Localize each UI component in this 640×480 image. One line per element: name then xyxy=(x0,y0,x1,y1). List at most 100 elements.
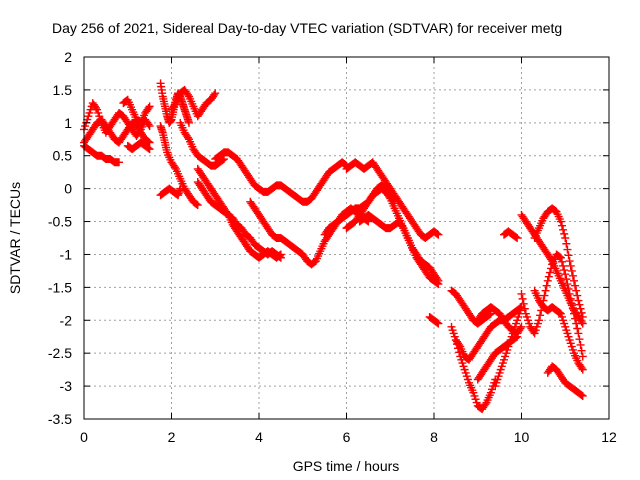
data-point xyxy=(434,276,443,285)
chart-title: Day 256 of 2021, Sidereal Day-to-day VTE… xyxy=(52,20,562,36)
data-point xyxy=(433,275,442,284)
data-point xyxy=(185,118,193,127)
data-point xyxy=(560,229,569,238)
data-point xyxy=(535,316,543,325)
data-point xyxy=(145,122,154,131)
data-point xyxy=(560,266,569,275)
series-trace-25 xyxy=(491,303,526,391)
y-tick-label: 1 xyxy=(64,115,72,131)
data-point xyxy=(275,252,284,261)
data-point xyxy=(561,234,570,242)
data-point xyxy=(572,286,581,295)
data-point xyxy=(564,285,573,294)
series-trace-28 xyxy=(530,204,587,321)
data-point xyxy=(577,308,586,317)
data-point xyxy=(517,289,526,298)
data-point xyxy=(433,318,442,327)
x-tick-label: 4 xyxy=(255,429,263,445)
data-point xyxy=(556,253,565,262)
data-point xyxy=(562,239,571,248)
data-point xyxy=(211,89,220,98)
x-tick-label: 0 xyxy=(80,429,88,445)
data-point xyxy=(513,234,522,242)
series-trace-29 xyxy=(517,250,587,361)
grid-lines xyxy=(84,57,609,419)
data-point xyxy=(170,163,179,172)
data-point xyxy=(434,230,443,239)
data-point xyxy=(545,268,554,277)
series-trace-31 xyxy=(543,362,587,400)
x-tick-label: 10 xyxy=(514,429,530,445)
y-tick-label: 0 xyxy=(64,181,72,197)
data-point xyxy=(512,233,521,242)
data-point xyxy=(561,270,570,279)
data-point xyxy=(575,335,584,344)
data-point xyxy=(559,225,568,234)
data-point xyxy=(519,299,528,308)
data-point xyxy=(577,346,586,355)
data-point xyxy=(566,294,575,303)
series-trace-10 xyxy=(176,118,228,170)
series-trace-3 xyxy=(80,141,123,167)
data-point xyxy=(563,280,572,289)
series-trace-26 xyxy=(500,227,522,242)
data-point xyxy=(576,304,585,313)
x-tick-label: 2 xyxy=(168,429,176,445)
data-point xyxy=(433,229,442,238)
series-trace-5 xyxy=(123,138,154,154)
data-point xyxy=(144,104,153,113)
data-point xyxy=(566,261,575,270)
data-point xyxy=(555,252,564,261)
data-point xyxy=(540,291,549,300)
series-trace-13 xyxy=(211,148,351,206)
data-point xyxy=(390,197,399,206)
data-point xyxy=(115,158,123,167)
data-point xyxy=(576,340,585,349)
y-tick-label: -1 xyxy=(60,246,73,262)
data-point xyxy=(557,257,566,266)
y-tick-label: 0.5 xyxy=(53,148,73,164)
y-tick-label: 1.5 xyxy=(53,82,73,98)
data-point xyxy=(176,184,185,193)
data-point xyxy=(541,286,550,295)
y-tick-label: -2.5 xyxy=(48,345,72,361)
data-point xyxy=(577,317,586,326)
series-trace-11 xyxy=(193,164,285,262)
y-tick-label: -0.5 xyxy=(48,214,72,230)
data-point xyxy=(144,120,153,129)
x-axis-label: GPS time / hours xyxy=(293,458,400,474)
data-point xyxy=(565,289,574,298)
data-point xyxy=(544,272,553,281)
series-trace-16 xyxy=(342,158,443,242)
series-trace-8 xyxy=(156,122,202,210)
data-point xyxy=(434,319,443,328)
y-tick-label: -3 xyxy=(60,378,73,394)
data-point xyxy=(210,90,219,99)
series-trace-18 xyxy=(342,181,399,233)
y-tick-label: 2 xyxy=(64,49,72,65)
data-point xyxy=(567,266,576,275)
data-point xyxy=(578,352,587,361)
data-point xyxy=(536,311,545,320)
y-tick-label: -2 xyxy=(60,312,73,328)
data-point xyxy=(518,294,527,303)
data-point xyxy=(556,217,565,226)
data-point xyxy=(578,365,587,374)
y-axis-label: SDTVAR / TECUs xyxy=(7,182,23,294)
data-point xyxy=(573,291,582,300)
data-point xyxy=(564,251,573,260)
x-tick-label: 12 xyxy=(601,429,617,445)
axis-ticks: 0 2 4 6 8 10 12 2 1.5 1 0.5 0 -0.5 -1 -1.5 -2 -2.5 -3 -3.5 xyxy=(48,49,617,445)
data-point xyxy=(574,296,583,305)
data-point xyxy=(192,200,201,209)
data-point xyxy=(193,201,202,210)
data-point xyxy=(563,245,572,254)
data-point xyxy=(512,333,521,342)
data-point xyxy=(565,257,574,266)
data-point xyxy=(562,275,571,284)
data-point xyxy=(145,145,154,154)
data-point xyxy=(389,196,398,205)
data-point xyxy=(183,133,192,142)
data-point xyxy=(145,102,154,111)
